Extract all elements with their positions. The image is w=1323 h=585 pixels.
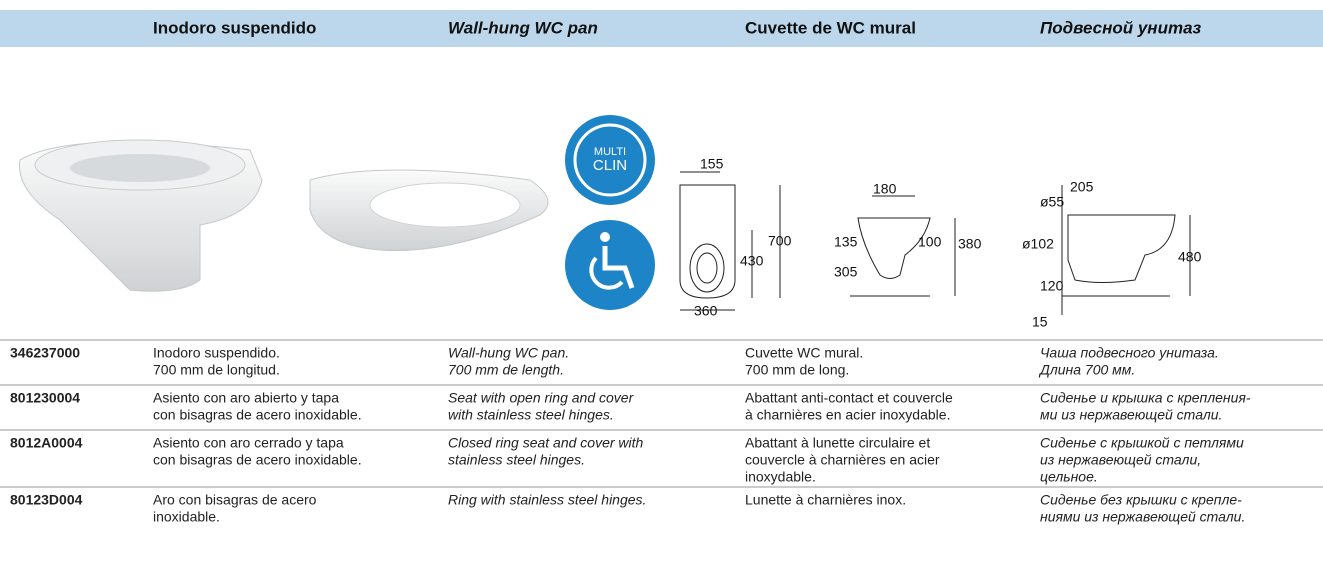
product-code: 346237000: [10, 345, 80, 361]
dimension: 135: [834, 234, 858, 250]
description-line: con bisagras de acero inoxidable.: [153, 452, 362, 468]
description-line: 700 mm de longitud.: [153, 362, 280, 378]
header-title: Inodoro suspendido: [153, 18, 316, 37]
description-line: Closed ring seat and cover with: [448, 435, 644, 451]
description-line: inoxidable.: [153, 509, 220, 525]
description-line: Cuvette WC mural.: [745, 345, 863, 361]
description-line: Длина 700 мм.: [1038, 362, 1135, 378]
description-line: with stainless steel hinges.: [448, 407, 614, 423]
description-line: Inodoro suspendido.: [153, 345, 280, 361]
description-line: цельное.: [1040, 469, 1098, 485]
header-band: [0, 10, 1323, 47]
description-line: Чаша подвесного унитаза.: [1040, 345, 1219, 361]
description-line: à charnières en acier inoxydable.: [745, 407, 950, 423]
dimension: 480: [1178, 249, 1202, 265]
dimension: 305: [834, 264, 858, 280]
header-title: Cuvette de WC mural: [745, 18, 916, 37]
wc-pan-photo: [19, 139, 263, 292]
description-line: inoxydable.: [745, 469, 816, 485]
description-line: Abattant à lunette circulaire et: [745, 435, 930, 451]
dimension: 180: [873, 181, 897, 197]
dimension: ø102: [1022, 236, 1054, 252]
dimension: 120: [1040, 278, 1064, 294]
description-line: 700 mm de long.: [745, 362, 849, 378]
description-line: Сиденье без крышки с крепле-: [1040, 492, 1242, 508]
front-drawing: 155 700 430 360: [679, 156, 792, 319]
dimension: 380: [958, 236, 982, 252]
seat-photo: [309, 169, 549, 252]
multiclin-badge: MULTI CLIN: [565, 115, 655, 205]
description-line: Asiento con aro abierto y tapa: [153, 390, 339, 406]
description-line: Asiento con aro cerrado y tapa: [153, 435, 344, 451]
description-line: Сиденье с крышкой с петлями: [1040, 435, 1244, 451]
product-code: 8012A0004: [10, 435, 83, 451]
product-code: 80123D004: [10, 492, 83, 508]
dimension: 205: [1070, 179, 1094, 195]
description-line: из нержавеющей стали,: [1040, 452, 1201, 468]
dimension: 15: [1032, 314, 1048, 330]
accessible-badge: [565, 220, 655, 310]
description-line: couvercle à charnières en acier: [745, 452, 940, 468]
header-title: Подвесной унитаз: [1040, 18, 1202, 37]
description-line: 700 mm de length.: [448, 362, 564, 378]
product-code: 801230004: [10, 390, 80, 406]
badge-text: CLIN: [593, 157, 627, 174]
dimension: 100: [918, 234, 942, 250]
dimension: 360: [694, 303, 718, 319]
dimension: 430: [740, 253, 764, 269]
description-line: stainless steel hinges.: [448, 452, 585, 468]
badge-text: MULTI: [594, 146, 626, 158]
description-line: Abattant anti-contact et couvercle: [745, 390, 953, 406]
side-drawing: 180 135 100 380 305: [834, 181, 982, 297]
dimension: 700: [768, 233, 792, 249]
description-line: con bisagras de acero inoxidable.: [153, 407, 362, 423]
description-line: ниями из нержавеющей стали.: [1040, 509, 1245, 525]
description-line: Сиденье и крышка с крепления-: [1040, 390, 1251, 406]
description-line: Seat with open ring and cover: [448, 390, 635, 406]
dimension: ø55: [1040, 194, 1064, 210]
dimension: 155: [700, 156, 724, 172]
description-line: Wall-hung WC pan.: [448, 345, 569, 361]
header-title: Wall-hung WC pan: [448, 18, 598, 37]
description-line: Aro con bisagras de acero: [153, 492, 317, 508]
description-line: ми из нержавеющей стали.: [1040, 407, 1222, 423]
profile-drawing: ø55 205 ø102 480 120 15: [1022, 179, 1202, 330]
description-line: Ring with stainless steel hinges.: [448, 492, 646, 508]
description-line: Lunette à charnières inox.: [745, 492, 906, 508]
product-table: 346237000 Inodoro suspendido.700 mm de lo…: [0, 339, 1323, 525]
